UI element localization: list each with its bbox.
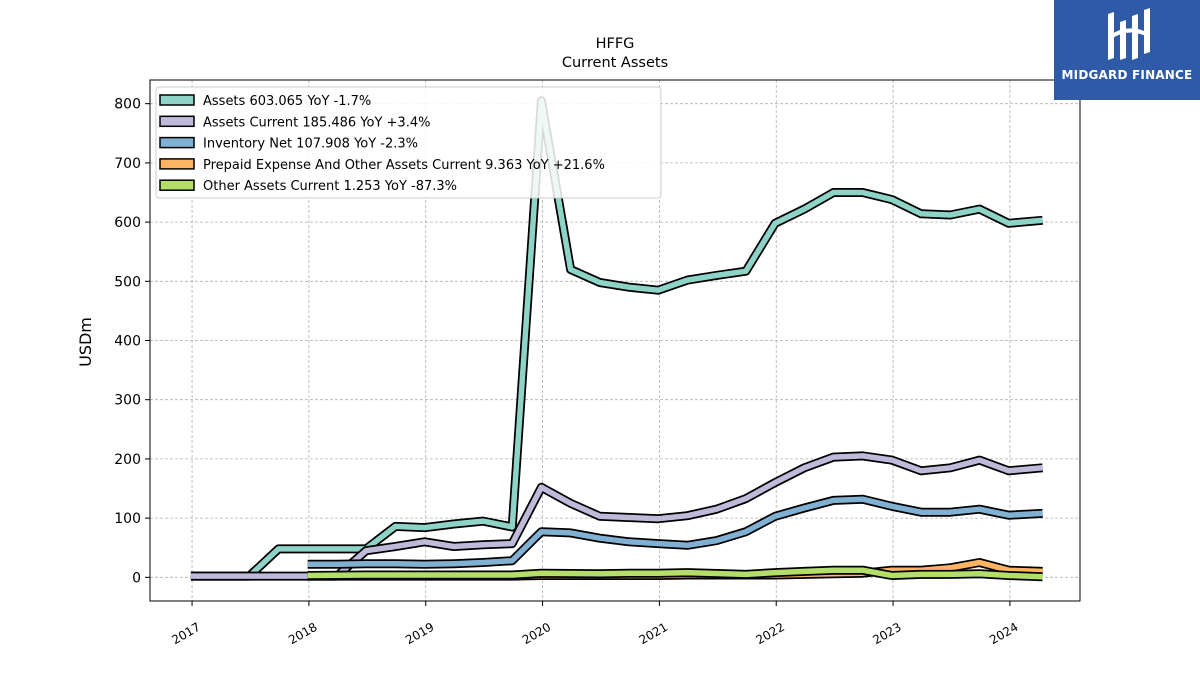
- series-line-2: [307, 496, 1043, 568]
- x-tick-label: 2018: [286, 620, 319, 647]
- y-tick-label: 400: [114, 334, 141, 350]
- legend-swatch-1: [159, 115, 195, 128]
- x-tick-label: 2023: [870, 620, 903, 647]
- y-tick-label: 200: [114, 452, 141, 468]
- x-tick-label: 2021: [637, 620, 670, 647]
- legend-swatch-3: [159, 158, 195, 170]
- y-tick-label: 300: [114, 393, 141, 409]
- x-tick-label: 2019: [403, 620, 436, 647]
- series-line-1: [190, 453, 1043, 579]
- chart-subtitle: Current Assets: [562, 55, 668, 71]
- logo-mark-icon: [1108, 8, 1150, 60]
- y-tick-label: 700: [114, 156, 141, 172]
- y-tick-label: 0: [132, 570, 141, 586]
- legend-label-0: Assets 603.065 YoY -1.7%: [203, 94, 371, 109]
- x-tick-label: 2020: [520, 620, 553, 647]
- legend: Assets 603.065 YoY -1.7% Assets Current 1…: [155, 86, 662, 199]
- legend-swatch-2: [159, 136, 195, 149]
- x-tick-label: 2022: [754, 620, 787, 647]
- series-layer: [190, 96, 1043, 582]
- x-tick-label: 2024: [987, 620, 1020, 647]
- midgard-finance-logo: MIDGARD FINANCE: [1054, 0, 1200, 100]
- series-line-0: [190, 97, 1043, 579]
- legend-box: [155, 86, 662, 199]
- legend-label-1: Assets Current 185.486 YoY +3.4%: [203, 115, 430, 130]
- y-tick-label: 500: [114, 274, 141, 290]
- legend-swatch-0: [159, 94, 195, 106]
- logo-text: MIDGARD FINANCE: [1061, 68, 1193, 82]
- legend-label-3: Prepaid Expense And Other Assets Current…: [203, 158, 605, 173]
- y-axis-label: USDm: [76, 317, 95, 367]
- chart-title: HFFG: [596, 36, 635, 52]
- y-tick-label: 800: [114, 97, 141, 113]
- series-line-4: [307, 567, 1043, 580]
- legend-label-4: Other Assets Current 1.253 YoY -87.3%: [203, 179, 457, 194]
- legend-swatch-4: [159, 179, 195, 191]
- y-tick-label: 600: [114, 215, 141, 231]
- y-tick-label: 100: [114, 511, 141, 527]
- x-tick-label: 2017: [169, 620, 202, 647]
- legend-label-2: Inventory Net 107.908 YoY -2.3%: [203, 137, 418, 152]
